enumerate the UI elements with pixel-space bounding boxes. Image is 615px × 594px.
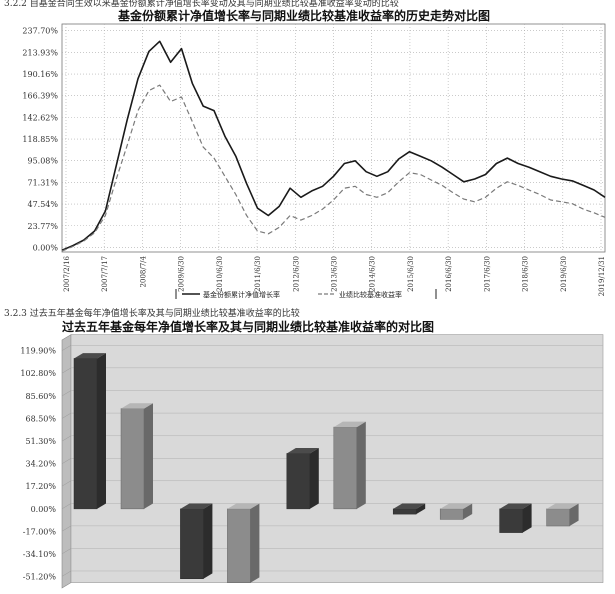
bar-front [333,426,358,510]
bar-top [227,503,260,509]
line-ytick-label: 71.31% [27,178,58,187]
section-caption-bottom: 3.2.3 过去五年基金每年净值增长率及其与同期业绩比较基准收益率的比较 [4,309,300,319]
line-xtick-label: 2007/2/16 [63,255,71,291]
line-xtick-label: 2019/6/30 [560,256,568,292]
line-chart-title: 基金份额累计净值增长率与同期业绩比较基准收益率的历史走势对比图 [118,9,491,23]
line-xtick-label: 2010/6/30 [216,256,224,292]
bar-side [203,503,213,579]
line-ytick-label: 237.70% [22,27,58,36]
line-legend-label-1: 基金份额累计净值增长率 [203,290,280,299]
bar-gridline-side [61,367,72,374]
line-xtick-label: 2007/7/17 [101,256,109,292]
bar-front [180,508,204,580]
bar-series1-cat2 [180,503,213,580]
bar-series2-cat1 [120,403,153,510]
bar-top [393,503,426,509]
bar-series1-cat4 [392,503,426,515]
bar-top [286,448,319,454]
bar-ytick-label: -51.20% [23,572,57,581]
bar-ytick-label: 85.60% [25,392,56,401]
bar-chart-title: 过去五年基金每年净值增长率及其与同期业绩比较基准收益率的对比图 [62,320,435,334]
bar-ytick-label: 34.20% [25,460,56,469]
bar-series2-cat2 [227,503,260,583]
bar-gridline-side [61,525,72,532]
bar-back-wall [70,334,604,583]
bar-gridline-side [61,435,72,442]
line-xtick-label: 2019/12/31 [598,256,606,296]
bar-side [416,503,426,515]
line-xtick-label: 2008/7/4 [139,255,147,287]
bar-side [144,403,153,509]
bar-ytick-label: -34.10% [23,550,57,559]
bar-side [97,353,106,509]
bar-side [356,421,366,509]
bar-side [309,448,319,509]
bar-series2-cat5 [546,503,579,527]
bar-ytick-label: 0.00% [31,505,57,514]
bar-ytick-label: -17.00% [23,527,57,536]
line-xtick-label: 2012/6/30 [292,256,300,292]
line-legend-label-2: 业绩比较基准收益率 [339,290,402,299]
bar-front [120,408,145,510]
line-xtick-label: 2014/6/30 [369,256,377,292]
bar-ytick-label: 51.30% [25,437,56,446]
bar-top [180,503,213,509]
bar-series1-cat5 [499,503,532,533]
line-ytick-label: 95.08% [27,157,58,166]
line-xtick-label: 2018/6/30 [522,256,530,292]
line-chart: 0.00% 23.77% 47.54% 71.31% 95.08% 118.85% 142.… [22,23,606,299]
line-ytick-label: 166.39% [22,92,58,101]
bar-gridline-side [61,390,72,397]
bar-gridline-side [61,503,72,510]
bar-gridline-side [61,412,72,419]
bar-ytick-label: 102.80% [20,369,56,378]
bar-ytick-label: 68.50% [25,414,56,423]
bar-front [392,508,417,515]
line-ytick-label: 190.16% [22,70,58,79]
bar-side [463,503,473,520]
line-xtick-label: 2013/6/30 [331,256,339,292]
line-series-2 [61,84,606,252]
bar-top [121,403,153,409]
bar-gridline-side [61,548,72,555]
line-ytick-label: 118.85% [22,135,58,144]
bar-top [499,503,532,509]
section-caption-top: 3.2.2 自基金合同生效以来基金份额累计净值增长率变动及其与同期业绩比较基准收… [4,0,399,9]
bar-gridline-side [61,458,72,464]
bar-top [74,353,106,359]
bar-ytick-label: 119.90% [20,347,56,356]
line-ytick-label: 0.00% [33,243,59,252]
line-xtick-label: 2017/6/30 [483,256,491,292]
bar-top [546,503,579,509]
line-xtick-label: 2009/6/30 [178,256,186,292]
bar-gridline-side [61,480,72,487]
line-ytick-label: 47.54% [27,200,58,209]
bar-front [227,508,251,583]
bar-series1-cat3 [286,448,319,510]
line-ytick-label: 23.77% [27,222,58,231]
line-xtick-label: 2011/6/30 [254,256,262,292]
bar-front [499,508,523,533]
bar-front [439,508,464,520]
bar-front [73,358,98,510]
bar-series1-cat1 [73,353,106,510]
bar-series2-cat3 [333,421,366,510]
line-series-1 [61,40,606,251]
bar-side [569,503,579,526]
bar-gridline-side [61,345,72,351]
bar-side [522,503,532,533]
line-ytick-label: 213.93% [22,48,58,57]
bar-ytick-label: 17.20% [25,482,56,491]
line-xtick-label: 2015/6/30 [407,256,415,292]
bar-front [286,453,311,510]
line-ytick-label: 142.62% [22,113,58,122]
bar-side-wall [61,334,72,589]
line-xtick-label: 2016/6/30 [445,256,453,292]
bar-top [333,421,366,428]
bar-front [546,508,570,527]
bar-gridline-side [61,570,72,577]
bar-side [250,503,260,583]
bar-series2-cat4 [439,503,473,520]
bar-top [440,503,473,509]
